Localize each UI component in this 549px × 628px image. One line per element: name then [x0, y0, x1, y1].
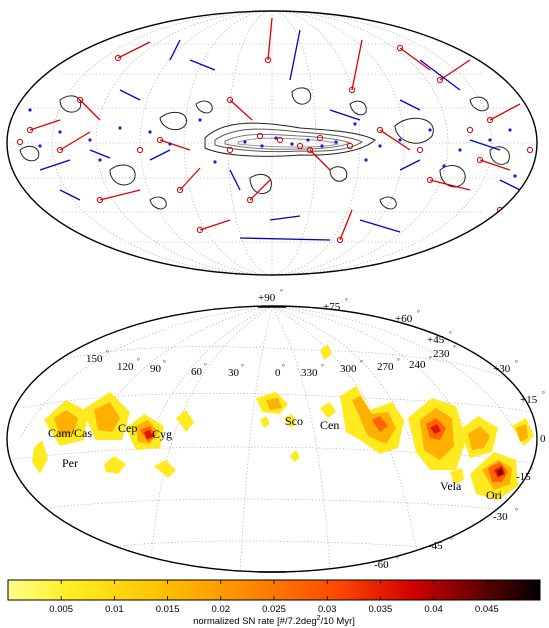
- lon-label-230: 230: [433, 348, 450, 360]
- region-label-vela: Vela: [440, 479, 462, 493]
- lat-label-m60: -60: [374, 559, 389, 571]
- region-label-per: Per: [62, 456, 78, 470]
- top-map-boundary: [6, 10, 538, 276]
- lat-label-0: 0: [540, 433, 546, 445]
- lat-label-p75: +75: [323, 301, 341, 313]
- colorbar-title: normalized SN rate [#/7.2deg2/10 Myr]: [193, 615, 355, 627]
- lat-label-m15: -15: [516, 471, 531, 483]
- region-label-cyg: Cyg: [152, 427, 172, 441]
- lon-label-120: 120: [117, 361, 134, 373]
- colorbar-tick-label: 0.04: [424, 604, 443, 615]
- svg-text:°: °: [515, 507, 518, 515]
- lat-label-p45: +45: [427, 334, 445, 346]
- region-label-cen: Cen: [320, 418, 339, 432]
- svg-text:°: °: [137, 357, 140, 365]
- colorbar-tick-label: 0.02: [212, 604, 231, 615]
- colorbar-tick-label: 0.03: [318, 604, 337, 615]
- top-map-dots: [28, 108, 517, 178]
- latitude-degree-marks: °°° °°° °°° °: [280, 288, 545, 563]
- svg-text:°: °: [453, 344, 456, 352]
- colorbar: 0.005 0.01 0.015 0.02 0.025 0.03 0.035 0.04 0.04…: [7, 579, 541, 627]
- lon-label-240: 240: [409, 359, 426, 371]
- lon-label-0: 0: [275, 367, 281, 379]
- longitude-degree-marks: ° ° ° ° ° ° ° ° ° ° °: [106, 344, 456, 371]
- colorbar-tick-label: 0.015: [156, 604, 180, 615]
- lat-label-p90: +90: [258, 292, 276, 304]
- lat-label-p60: +60: [395, 313, 413, 325]
- lat-label-p30: +30: [493, 363, 511, 375]
- region-label-cam-cas: Cam/Cas: [48, 426, 92, 440]
- lon-label-330: 330: [301, 367, 318, 379]
- lon-label-150: 150: [86, 353, 103, 365]
- svg-text:°: °: [280, 288, 283, 296]
- svg-text:°: °: [241, 363, 244, 371]
- svg-text:°: °: [449, 330, 452, 338]
- lon-label-90: 90: [150, 363, 162, 375]
- top-map-tracks: [29, 17, 521, 241]
- colorbar-tick-label: 0.035: [369, 604, 393, 615]
- lon-label-270: 270: [377, 361, 394, 373]
- colorbar-tick-label: 0.025: [262, 604, 286, 615]
- svg-text:°: °: [106, 349, 109, 357]
- svg-text:°: °: [282, 363, 285, 371]
- colorbar-ticks: 0.005 0.01 0.015 0.02 0.025 0.03 0.035 0.04 0.04…: [49, 580, 499, 615]
- lat-label-m30: -30: [493, 511, 508, 523]
- region-label-ori: Ori: [486, 488, 503, 502]
- svg-text:°: °: [417, 309, 420, 317]
- svg-text:°: °: [429, 355, 432, 363]
- latitude-labels: +90 +75 +60 +45 +30 +15 0 -15 -30 -45 -6…: [258, 292, 546, 571]
- bottom-map-heatmap: [32, 344, 534, 500]
- colorbar-tick-label: 0.01: [105, 604, 124, 615]
- region-label-cep: Cep: [118, 421, 137, 435]
- lon-label-30: 30: [228, 367, 240, 379]
- region-label-sco: Sco: [285, 414, 303, 428]
- lat-label-m45: -45: [428, 540, 443, 552]
- svg-text:°: °: [396, 555, 399, 563]
- svg-text:°: °: [515, 359, 518, 367]
- svg-text:°: °: [530, 466, 533, 474]
- lat-label-p15: +15: [520, 394, 538, 406]
- colorbar-tick-label: 0.005: [49, 604, 73, 615]
- top-map-markers: [16, 44, 534, 244]
- svg-text:°: °: [360, 359, 363, 367]
- top-sky-map: [6, 10, 538, 276]
- svg-text:°: °: [204, 362, 207, 370]
- svg-text:°: °: [345, 297, 348, 305]
- bottom-sky-map: +90 +75 +60 +45 +30 +15 0 -15 -30 -45 -6…: [6, 288, 546, 573]
- longitude-labels: 150 120 90 60 30 0 330 300 270 240 230: [86, 348, 450, 379]
- region-labels: Cam/Cas Cep Cyg Per Sco Cen Vela Ori: [48, 414, 503, 502]
- svg-text:°: °: [397, 357, 400, 365]
- colorbar-tick-label: 0.045: [475, 604, 499, 615]
- lon-label-60: 60: [191, 366, 203, 378]
- svg-text:°: °: [163, 359, 166, 367]
- lon-label-300: 300: [340, 363, 357, 375]
- svg-text:°: °: [450, 536, 453, 544]
- svg-text:°: °: [542, 390, 545, 398]
- svg-text:°: °: [321, 363, 324, 371]
